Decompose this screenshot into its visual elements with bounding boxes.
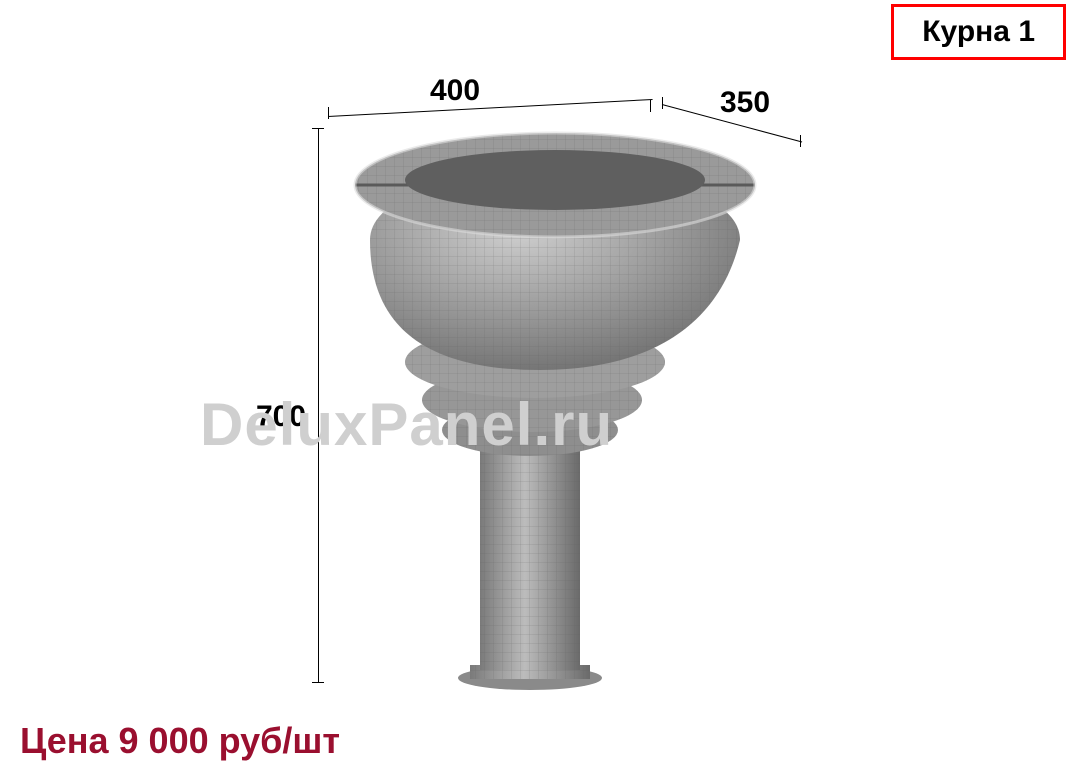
dimension-width: 400 bbox=[430, 74, 480, 108]
dim-tick-width-left bbox=[328, 107, 329, 119]
dim-tick-depth-right bbox=[800, 135, 801, 147]
dimension-depth: 350 bbox=[720, 86, 770, 120]
product-title-box: Курна 1 bbox=[891, 4, 1066, 60]
dim-tick-height-bot bbox=[312, 682, 324, 683]
dim-tick-height-top bbox=[312, 128, 324, 129]
dim-line-width bbox=[328, 99, 653, 117]
dim-tick-width-right bbox=[650, 100, 651, 112]
dim-tick-depth-left bbox=[662, 97, 663, 109]
price-text: Цена 9 000 руб/шт bbox=[20, 720, 340, 762]
watermark-text: DeluxPanel.ru bbox=[200, 390, 613, 459]
